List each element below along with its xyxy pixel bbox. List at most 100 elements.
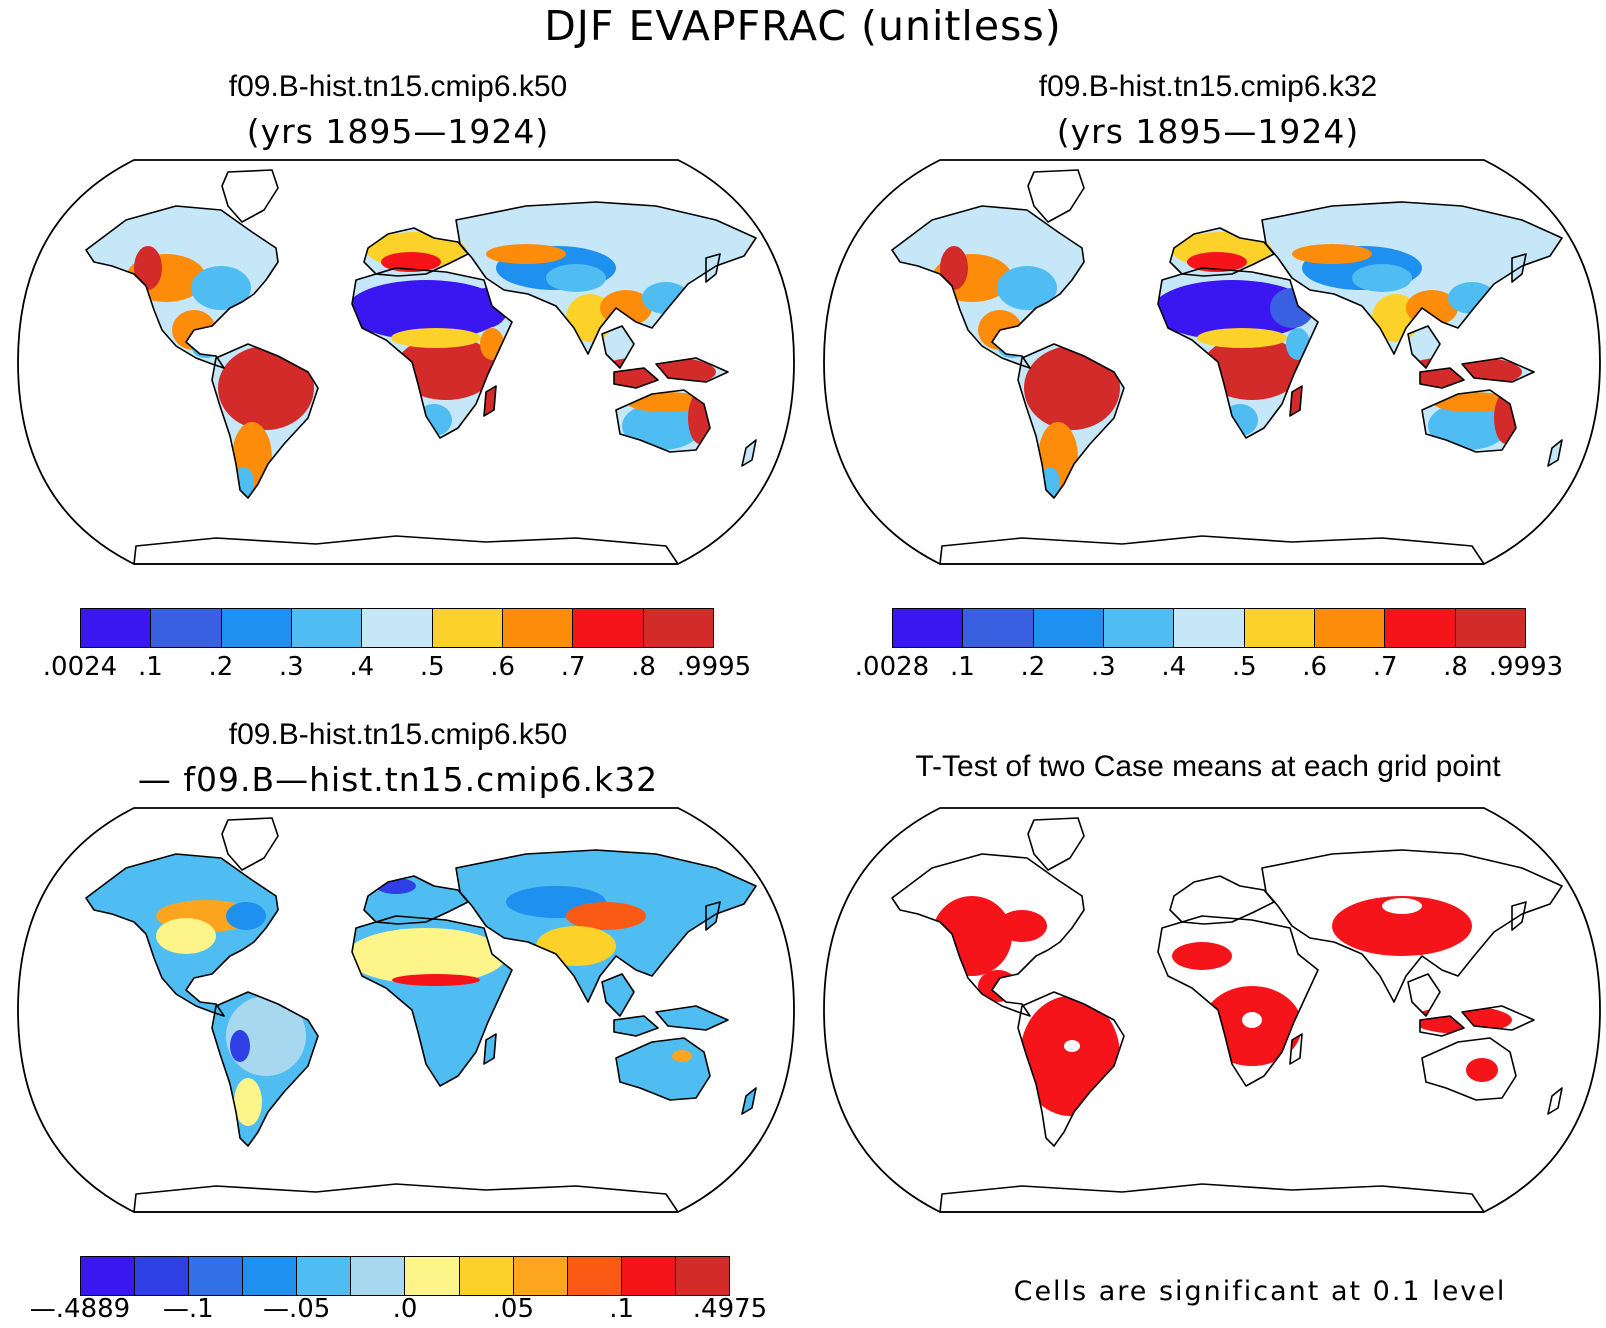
panel-ttest-title: T-Test of two Case means at each grid po… [915,750,1501,783]
diff-argentina [234,1078,262,1126]
colorbar-diff-swatch [459,1257,514,1295]
main-title: DJF EVAPFRAC (unitless) [544,2,1062,50]
field-sahara [346,280,506,340]
coastline-africa [1157,915,1319,1087]
coastline-europe [1169,875,1275,925]
coastline-indonesia2 [655,357,729,383]
colorbar-case1-swatch [432,609,503,647]
coastline-asia [455,201,757,355]
coastline-nz [1547,439,1563,467]
coastline-seasia [601,973,635,1017]
colorbar-case1-swatch [643,609,713,647]
colorbar-diff-tick-label: —.4889 [29,1294,131,1324]
coastline-indonesia2 [1461,1005,1535,1031]
field-tibet [1352,264,1412,292]
diff-andes [230,1030,250,1062]
colorbar-case1-swatch [81,609,152,647]
colorbar-case1-swatch [151,609,222,647]
field-na-pacific-coast [940,246,968,290]
colorbar-case2-ticks: .0028 .1 .2 .3 .4 .5 .6 .7 .8 .9993 [855,652,1563,686]
panel-diff-subtitle: — f09.B—hist.tn15.cmip6.k32 [137,760,659,799]
map-case2 [823,159,1601,565]
colorbar-case2-swatch [1174,609,1245,647]
colorbar-diff-swatch [81,1257,136,1295]
field-amazon [1024,346,1120,430]
colorbar-diff-swatch [675,1257,729,1295]
panel-case1-subtitle: (yrs 1895—1924) [246,112,550,151]
field-madagascar [484,386,496,416]
colorbar-case2-swatch [1314,609,1386,647]
field-madagascar [1290,386,1302,416]
coastline-nz [1547,1087,1563,1115]
diff-mongolia [566,902,646,930]
diff-central-africa [408,998,488,1058]
colorbar-diff-swatch [243,1257,298,1295]
coastline-indonesia2 [655,1005,729,1031]
diff-australia-spot [672,1050,692,1062]
coastline-nz [741,1087,757,1115]
panel-case2-subtitle: (yrs 1895—1924) [1056,112,1360,151]
colorbar-case2-swatch [893,609,964,647]
diff-antarctica [134,1184,678,1212]
colorbar-diff [80,1256,730,1296]
sig-gap [1064,1040,1080,1052]
colorbar-diff-tick-label: .4975 [692,1294,768,1324]
coastline-australia [615,1037,711,1101]
coastline-asia [455,849,757,1003]
colorbar-case1-tick-label: .1 [138,652,163,682]
sig-north-africa [1172,942,1232,970]
colorbar-case2-tick-label: .8 [1443,652,1468,682]
coastline-namerica [891,853,1085,1017]
coastline-indonesia2 [1461,357,1535,383]
coastline-indonesia1 [613,1015,659,1037]
coastline-samerica [1017,991,1125,1147]
field-antarctica [134,536,678,564]
colorbar-diff-swatch [189,1257,244,1295]
sig-asia [1332,896,1472,956]
coastline-indonesia1 [1419,367,1465,389]
coastline-greenland [221,817,279,871]
map-frame-outline [823,807,1601,1213]
coastline-indonesia1 [1419,1015,1465,1037]
coastline-asia [1261,201,1563,355]
coastline-japan [705,901,721,931]
field-central-africa [1202,336,1302,400]
coastline-asia [1261,849,1563,1003]
colorbar-diff-swatch [405,1257,460,1295]
colorbar-case1-tick-label: .2 [208,652,234,682]
coastline-samerica [211,343,319,499]
map-ttest [823,807,1601,1213]
coastline-australia [1421,389,1517,453]
coastline-madagascar [483,385,497,417]
colorbar-diff-tick-label: .0 [392,1294,418,1324]
panel-case2-title: f09.B-hist.tn15.cmip6.k32 [1038,70,1378,103]
coastline-africa [351,915,513,1087]
coastline-africa [1157,267,1319,439]
colorbar-case2-swatch [1244,609,1315,647]
colorbar-case1-swatch [502,609,574,647]
map-frame-outline [17,807,795,1213]
colorbar-case2-swatch [1455,609,1525,647]
coastline-japan [705,253,721,283]
coastline-japan [1511,253,1527,283]
field-australia-interior [1428,402,1508,450]
coastline-europe [363,875,469,925]
colorbar-case1-swatch [291,609,363,647]
diff-sahel [392,974,480,986]
colorbar-case2-tick-label: .6 [1302,652,1328,682]
colorbar-diff-ticks: —.4889 —.1 —.05 .0 .05 .1 .4975 [30,1294,767,1328]
coastline-namerica [85,205,279,369]
sig-na-east [997,910,1047,942]
colorbar-case1-swatch [362,609,433,647]
field-antarctica [940,536,1484,564]
colorbar-case2-swatch [1385,609,1456,647]
coastline-madagascar [1289,385,1303,417]
field-na-east [191,266,251,310]
coastline-europe [1169,227,1275,277]
diff-na-east [226,902,266,930]
colorbar-case2-tick-label: .0028 [854,652,930,682]
coastline-seasia [1407,325,1441,369]
colorbar-case1-tick-label: .6 [490,652,516,682]
colorbar-case2-tick-label: .9993 [1488,652,1564,682]
field-sahara [1152,280,1312,340]
